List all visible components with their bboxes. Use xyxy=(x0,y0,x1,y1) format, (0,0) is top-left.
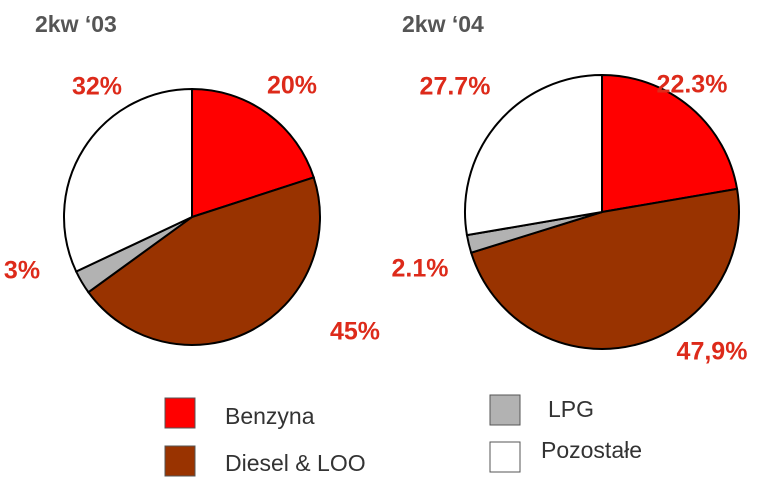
legend-swatch xyxy=(489,394,521,426)
value-label: 20% xyxy=(267,72,317,100)
value-label: 2.1% xyxy=(392,255,449,283)
legend-label: LPG xyxy=(548,396,594,422)
legend-swatch xyxy=(164,445,196,477)
pie-slice xyxy=(87,176,321,346)
legend-label: Pozostałe xyxy=(541,437,642,463)
pie-slice xyxy=(469,187,740,350)
pie-slice xyxy=(191,87,315,219)
pie-slice xyxy=(601,73,739,214)
legend-label: Diesel & LOO xyxy=(225,450,366,476)
legend-label: Benzyna xyxy=(225,403,315,429)
value-label: 32% xyxy=(72,73,122,101)
chart-title: 2kw ‘03 xyxy=(35,11,117,37)
legend-swatch xyxy=(164,397,196,429)
value-label: 47,9% xyxy=(677,338,748,366)
value-label: 27.7% xyxy=(420,73,491,101)
value-label: 3% xyxy=(4,257,40,285)
pie-slice xyxy=(464,73,603,237)
legend-swatch xyxy=(489,441,521,473)
chart-title: 2kw ‘04 xyxy=(402,11,484,37)
value-label: 22.3% xyxy=(657,71,728,99)
pie-slice xyxy=(63,87,193,273)
value-label: 45% xyxy=(330,318,380,346)
